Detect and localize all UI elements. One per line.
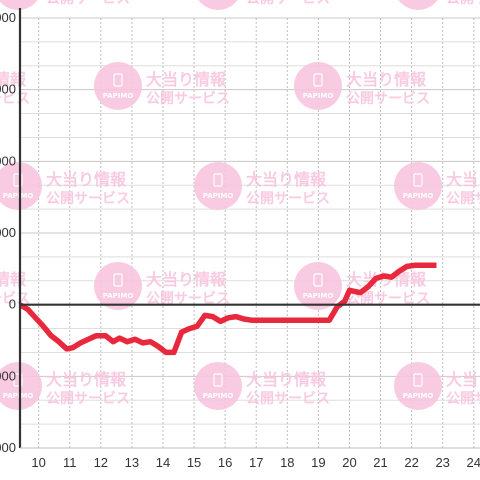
watermark-logo-text: PAPIMO	[103, 92, 134, 100]
x-tick-label: 10	[31, 455, 45, 470]
y-tick-label: 12,000	[0, 10, 16, 25]
x-tick-label: 12	[94, 455, 108, 470]
y-tick-label: -3,000	[0, 368, 16, 383]
watermark-line1: 大当り情報	[246, 370, 327, 389]
x-tick-label: 24	[467, 455, 480, 470]
watermark-line2: 公開サービス	[146, 291, 230, 307]
x-tick-label: 17	[249, 455, 263, 470]
watermark-logo-mark	[313, 73, 323, 87]
x-tick-label: 22	[404, 455, 418, 470]
watermark-line1: 大当り情報	[46, 370, 127, 389]
watermark-line1: 大当り情報	[446, 370, 480, 389]
watermark-logo-mark	[113, 73, 123, 87]
watermark-line2: 公開サービス	[246, 391, 330, 407]
watermark-logo-circle	[198, 0, 238, 10]
watermark-logo-text: PAPIMO	[203, 392, 234, 400]
watermark-line2: 公開サービス	[46, 391, 130, 407]
watermark-line2: 公開サービス	[0, 91, 30, 107]
watermark-logo-text: PAPIMO	[303, 92, 334, 100]
watermark-logo-text: PAPIMO	[3, 392, 34, 400]
y-tick-label: 3,000	[0, 225, 16, 240]
x-tick-label: 20	[342, 455, 356, 470]
watermark-logo-circle	[398, 0, 438, 10]
watermark-line1: 大当り情報	[446, 170, 480, 189]
series-layer	[18, 262, 437, 356]
y-tick-label: 6,000	[0, 153, 16, 168]
watermark-logo-mark	[313, 273, 323, 287]
watermark-logo-mark	[13, 173, 23, 187]
x-tick-label: 13	[125, 455, 139, 470]
y-tick-label: 9,000	[0, 82, 16, 97]
x-tick-label: 11	[63, 455, 77, 470]
tick-labels: -6,000 -3,000 0 3,000 6,000 9,000 12,000 10 11 12…	[0, 10, 480, 470]
axes	[18, 8, 480, 449]
watermark-line1: 大当り情報	[246, 170, 327, 189]
watermark-line2: 公開サービス	[446, 191, 480, 207]
watermark-logo-text: PAPIMO	[303, 292, 334, 300]
series-line-1	[18, 262, 437, 356]
watermark-logo-text: PAPIMO	[3, 192, 34, 200]
watermark-line2: 公開サービス	[446, 391, 480, 407]
watermark-logo-mark	[413, 373, 423, 387]
watermark-line1: 大当り情報	[0, 270, 27, 289]
watermark-logo-text: PAPIMO	[403, 192, 434, 200]
watermark-line2: 公開サービス	[246, 0, 330, 7]
watermark-line1: 大当り情報	[346, 70, 427, 89]
watermark-line2: 公開サービス	[146, 91, 230, 107]
grid	[20, 17, 480, 449]
watermark-logo-mark	[13, 373, 23, 387]
watermark-line1: 大当り情報	[46, 170, 127, 189]
watermark-logo-text: PAPIMO	[403, 392, 434, 400]
x-tick-label: 21	[373, 455, 387, 470]
x-tick-label: 23	[435, 455, 449, 470]
watermark-logo-mark	[213, 373, 223, 387]
watermark-line2: 公開サービス	[246, 191, 330, 207]
x-tick-label: 16	[218, 455, 232, 470]
watermark-logo-text: PAPIMO	[103, 292, 134, 300]
x-tick-label: 18	[280, 455, 294, 470]
watermark-line2: 公開サービス	[346, 91, 430, 107]
watermark-logo-mark	[113, 273, 123, 287]
watermark-logo-text: PAPIMO	[203, 192, 234, 200]
x-tick-label: 15	[187, 455, 201, 470]
watermark-line2: 公開サービス	[46, 0, 130, 7]
y-tick-label: -6,000	[0, 440, 16, 455]
y-tick-label: 0	[9, 297, 16, 312]
watermark-line1: 大当り情報	[146, 70, 227, 89]
watermark-logo-mark	[413, 173, 423, 187]
watermark-line2: 公開サービス	[46, 191, 130, 207]
watermark-line2: 公開サービス	[446, 0, 480, 7]
watermark-line2: 公開サービス	[346, 291, 430, 307]
watermark-logo-mark	[213, 173, 223, 187]
x-tick-label: 14	[156, 455, 170, 470]
watermark-line1: 大当り情報	[146, 270, 227, 289]
watermark-logo-circle	[0, 0, 38, 10]
watermark-line1: 大当り情報	[346, 270, 427, 289]
x-tick-label: 19	[311, 455, 325, 470]
